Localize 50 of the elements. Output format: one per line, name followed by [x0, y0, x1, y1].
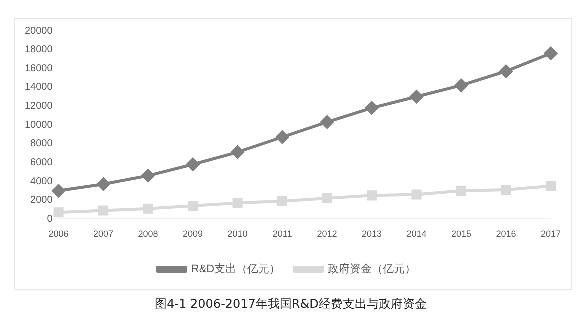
y-tick-label: 20000 [24, 26, 54, 37]
y-tick-label: 12000 [24, 101, 54, 112]
point [188, 200, 198, 212]
y-tick-label: 8000 [30, 138, 54, 150]
x-tick-label: 2007 [94, 229, 114, 240]
point [320, 116, 334, 129]
x-tick-label: 2008 [138, 229, 158, 240]
y-tick-label: 14000 [24, 82, 54, 94]
y-tick-label: 16000 [24, 63, 54, 74]
x-tick-label: 2010 [228, 229, 248, 240]
point [232, 198, 243, 208]
point [455, 79, 468, 92]
point [186, 158, 200, 172]
x-tick-label: 2017 [540, 229, 562, 240]
point [97, 178, 110, 191]
point [500, 64, 513, 78]
point [366, 190, 378, 201]
point [501, 184, 512, 196]
point [544, 47, 558, 60]
point [322, 193, 332, 204]
legend-label: 政府资金（亿元） [328, 262, 416, 276]
point [546, 181, 556, 192]
x-tick-label: 2013 [362, 229, 382, 240]
y-tick-label: 10000 [24, 120, 54, 131]
x-tick-label: 2006 [48, 229, 69, 240]
x-tick-label: 2016 [496, 229, 516, 240]
point [231, 146, 244, 159]
point [366, 102, 379, 115]
y-tick-label: 4000 [30, 176, 54, 188]
point [276, 130, 290, 144]
point [412, 190, 422, 200]
point [98, 206, 109, 216]
point [142, 169, 155, 182]
y-tick-label: 2000 [30, 195, 54, 206]
x-tick-label: 2012 [317, 229, 338, 240]
y-tick-label: 0 [47, 214, 54, 225]
x-tick-label: 2009 [183, 229, 204, 240]
y-tick-label: 18000 [24, 44, 54, 56]
x-tick-label: 2011 [272, 229, 292, 240]
x-tick-label: 2015 [451, 229, 472, 240]
point [410, 90, 424, 104]
x-tick-label: 2014 [406, 229, 427, 240]
point [52, 184, 66, 198]
point [456, 186, 467, 196]
legend-label: R&D支出（亿元） [191, 262, 281, 276]
y-tick-label: 6000 [30, 157, 54, 168]
caption: 图4-1 2006-2017年我国R&D经费支出与政府资金 [154, 296, 428, 313]
point [277, 196, 288, 206]
point [143, 204, 154, 214]
point [54, 208, 64, 218]
